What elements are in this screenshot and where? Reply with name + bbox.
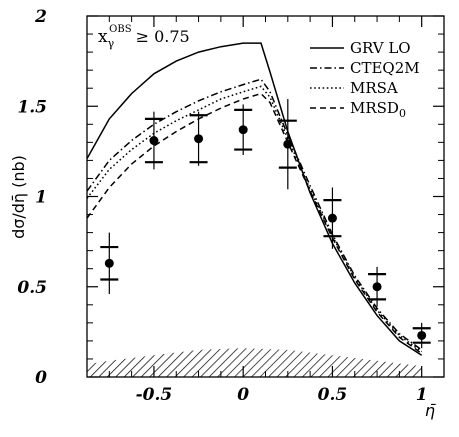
data-marker (417, 330, 427, 340)
data-marker (194, 134, 204, 144)
legend-entry: GRV LO (310, 39, 411, 57)
cut-annotation-base: x (98, 27, 108, 47)
legend-label-subscript: 0 (399, 107, 406, 120)
x-tick-label: -0.5 (136, 385, 173, 405)
theory-curves-layer (87, 42, 423, 356)
legend-entry: MRSA (310, 79, 398, 97)
data-marker (283, 139, 293, 149)
legend-label: MRSD0 (350, 99, 406, 120)
legend-entry: MRSD0 (310, 99, 406, 120)
cut-annotation: xγ OBS ≥ 0.75 (98, 24, 190, 50)
data-point (323, 187, 342, 249)
series-line-mrsd (87, 92, 423, 355)
series-line-grv-lo (87, 42, 423, 356)
x-axis-label: η̄ (425, 401, 436, 420)
series-line-cteq2m (87, 78, 423, 351)
series-line-mrsa (87, 85, 423, 353)
x-tick-label: 0 (237, 385, 249, 405)
data-marker (104, 258, 114, 268)
y-tick-label: 1.5 (17, 97, 47, 117)
data-point (412, 322, 431, 349)
data-point (234, 104, 253, 155)
y-tick-label: 1 (35, 188, 47, 208)
x-tick-label: 0.5 (318, 385, 348, 405)
y-tick-label: 0 (35, 368, 47, 388)
systematic-band-layer (87, 348, 422, 377)
svg-text:xγOBS≥ 0.75: xγ OBS ≥ 0.75 (98, 24, 190, 50)
data-point (189, 111, 208, 166)
legend: GRV LO CTEQ2M MRSA MRSD0 (310, 39, 420, 120)
data-point (144, 111, 163, 170)
systematic-uncertainty-band (87, 348, 422, 377)
cut-annotation-sub: γ (108, 37, 115, 50)
data-marker (238, 125, 248, 135)
data-point (100, 232, 119, 294)
legend-label: CTEQ2M (350, 59, 420, 77)
data-marker (327, 213, 337, 223)
cut-annotation-sup: OBS (109, 24, 132, 35)
cut-annotation-condition: ≥ 0.75 (136, 27, 190, 46)
legend-label: MRSA (350, 79, 398, 97)
legend-label: GRV LO (350, 39, 411, 57)
data-marker (372, 282, 382, 292)
axis-ticks-layer: -0.5 0 0.5 1 0 0.5 1 1.5 2 (17, 7, 444, 405)
data-point (368, 266, 387, 307)
y-tick-label: 0.5 (17, 278, 47, 298)
y-tick-label: 2 (34, 7, 47, 27)
data-points-layer (100, 99, 431, 349)
data-point (278, 99, 297, 190)
x-tick-label: 1 (416, 385, 428, 405)
data-marker (149, 136, 159, 146)
y-axis-label: dσ/dη̄ (nb) (9, 155, 28, 239)
legend-entry: CTEQ2M (310, 59, 420, 77)
